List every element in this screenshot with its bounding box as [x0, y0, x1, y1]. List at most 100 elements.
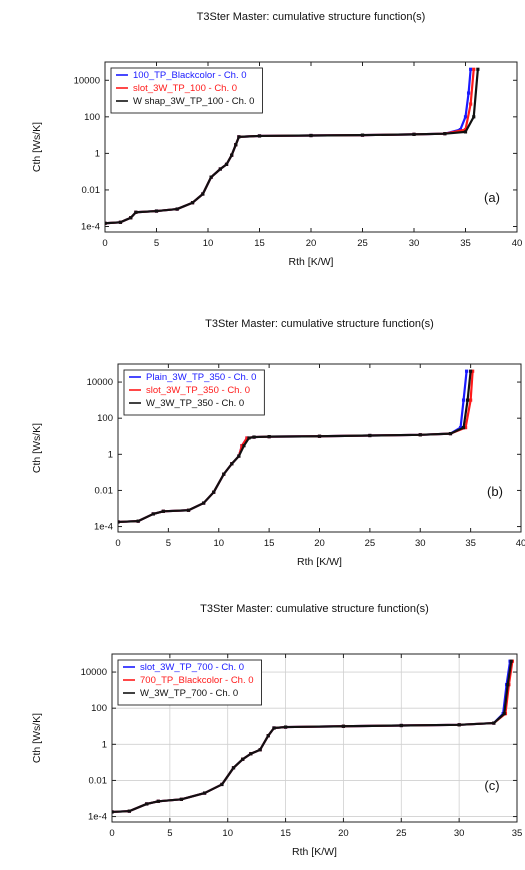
- chart-panel-2: T3Ster Master: cumulative structure func…: [31, 318, 525, 568]
- data-point: [151, 512, 155, 516]
- data-point: [471, 369, 475, 373]
- data-point: [252, 435, 256, 439]
- data-point: [461, 398, 466, 402]
- legend: slot_3W_TP_700 - Ch. 0 700_TP_Blackcolor …: [117, 659, 262, 706]
- x-tick-label: 0: [115, 538, 120, 549]
- data-point: [399, 723, 403, 728]
- x-tick-label: 35: [465, 538, 476, 549]
- data-point: [476, 67, 480, 71]
- x-tick-label: 25: [396, 828, 407, 839]
- panel-label: (c): [484, 778, 499, 793]
- y-tick-label: 1e-4: [94, 522, 113, 533]
- data-point: [341, 724, 346, 728]
- y-tick-label: 100: [84, 112, 100, 123]
- legend-entry: Plain_3W_TP_350 - Ch. 0: [146, 372, 256, 383]
- data-point: [230, 153, 234, 157]
- y-tick-label: 100: [91, 703, 107, 714]
- data-point: [127, 809, 131, 813]
- data-point: [463, 130, 468, 134]
- x-tick-label: 15: [280, 828, 291, 839]
- y-axis-label: Cth [Ws/K]: [31, 713, 43, 763]
- data-point: [472, 115, 476, 119]
- legend-box: [117, 659, 262, 706]
- x-tick-label: 40: [512, 238, 523, 249]
- data-point: [469, 369, 473, 373]
- series-3: [105, 67, 480, 225]
- legend-entry: 700_TP_Blackcolor - Ch. 0: [140, 675, 254, 686]
- y-tick-label: 1: [95, 148, 100, 159]
- x-tick-label: 10: [222, 828, 233, 839]
- x-tick-label: 15: [264, 538, 275, 549]
- panel-label: (b): [487, 484, 503, 499]
- x-axis-label: Rth [K/W]: [292, 846, 337, 858]
- series-3: [112, 659, 513, 814]
- data-point: [136, 519, 140, 523]
- data-point: [457, 723, 461, 727]
- series-3: [118, 369, 473, 524]
- data-point: [240, 444, 244, 448]
- x-tick-label: 20: [338, 828, 349, 839]
- data-point: [463, 426, 468, 430]
- y-axis-label: Cth [Ws/K]: [31, 122, 43, 172]
- data-point: [464, 369, 469, 373]
- data-point: [466, 398, 470, 402]
- data-point: [237, 135, 241, 139]
- data-point: [249, 752, 253, 756]
- y-tick-label: 100: [97, 413, 113, 424]
- data-point: [309, 133, 313, 138]
- x-tick-label: 20: [314, 538, 325, 549]
- data-point: [283, 725, 288, 729]
- data-point: [368, 433, 372, 438]
- data-point: [134, 210, 138, 214]
- chart-panel-3: T3Ster Master: cumulative structure func…: [31, 603, 522, 858]
- data-point: [209, 175, 213, 179]
- data-point: [469, 102, 473, 106]
- panel-label: (a): [484, 190, 500, 205]
- legend-box: [110, 67, 263, 114]
- legend-entry: W shap_3W_TP_100 - Ch. 0: [133, 96, 254, 107]
- y-tick-label: 0.01: [82, 185, 101, 196]
- series-line: [105, 69, 479, 225]
- data-point: [156, 799, 160, 803]
- legend-box: [123, 369, 265, 416]
- y-tick-label: 1: [108, 449, 113, 460]
- data-point: [231, 766, 236, 770]
- data-point: [230, 462, 234, 466]
- data-point: [237, 454, 241, 458]
- data-point: [201, 192, 205, 196]
- y-tick-label: 1e-4: [81, 221, 100, 232]
- data-point: [466, 91, 471, 95]
- data-point: [258, 748, 262, 752]
- data-point: [212, 490, 216, 494]
- legend-entry: 100_TP_Blackcolor - Ch. 0: [133, 70, 247, 81]
- y-tick-label: 0.01: [89, 775, 108, 786]
- x-tick-label: 5: [166, 538, 171, 549]
- data-point: [241, 757, 245, 761]
- x-tick-label: 5: [167, 828, 172, 839]
- legend-entry: W_3W_TP_350 - Ch. 0: [146, 398, 244, 409]
- x-tick-label: 35: [460, 238, 471, 249]
- data-point: [257, 134, 262, 138]
- data-point: [317, 434, 322, 438]
- data-point: [220, 782, 224, 787]
- x-tick-label: 25: [357, 238, 368, 249]
- x-tick-label: 0: [109, 828, 114, 839]
- data-point: [509, 659, 513, 663]
- x-tick-label: 15: [254, 238, 265, 249]
- data-point: [105, 221, 107, 225]
- data-point: [154, 209, 159, 213]
- y-tick-label: 10000: [74, 75, 100, 86]
- y-axis-label: Cth [Ws/K]: [31, 423, 43, 473]
- y-tick-label: 1e-4: [88, 812, 107, 823]
- data-point: [266, 734, 270, 738]
- data-point: [161, 509, 165, 513]
- x-tick-label: 40: [516, 538, 525, 549]
- x-tick-label: 30: [409, 238, 420, 249]
- x-tick-label: 25: [365, 538, 376, 549]
- data-point: [118, 220, 123, 224]
- data-point: [492, 721, 496, 725]
- x-tick-label: 35: [512, 828, 523, 839]
- plot-frame: [111, 653, 518, 823]
- data-point: [222, 472, 226, 476]
- data-point: [506, 683, 510, 687]
